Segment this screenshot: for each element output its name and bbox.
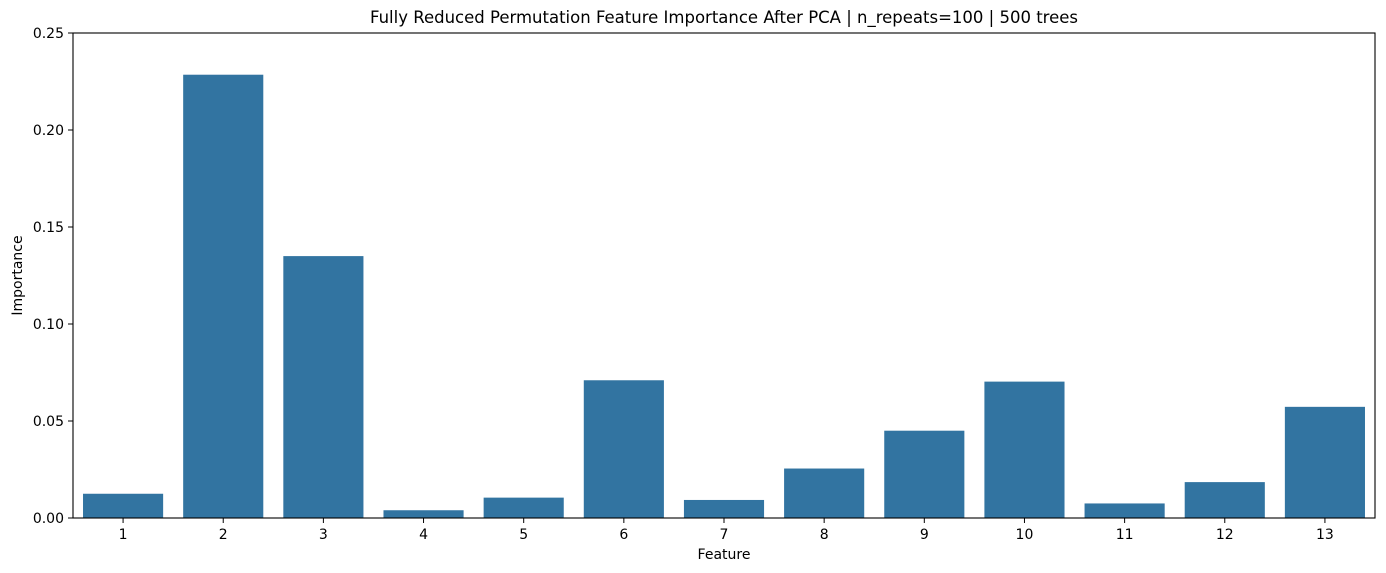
- y-tick-label: 0.10: [33, 317, 64, 333]
- y-axis-ticks: 0.00 0.05 0.10 0.15 0.20 0.25: [33, 26, 73, 527]
- plot-frame: [72, 32, 1376, 519]
- x-tick-label: 8: [820, 527, 829, 543]
- x-tick-label: 13: [1316, 527, 1334, 543]
- y-tick-label: 0.20: [33, 123, 64, 139]
- bar-5: [483, 497, 564, 518]
- bar-12: [1184, 482, 1265, 518]
- x-tick-label: 12: [1216, 527, 1234, 543]
- x-tick-label: 9: [920, 527, 929, 543]
- x-tick-label: 7: [720, 527, 729, 543]
- bar-9: [884, 430, 965, 518]
- bar-2: [183, 74, 264, 519]
- bar-6: [583, 380, 664, 518]
- y-tick-label: 0.00: [33, 511, 64, 527]
- x-axis-label: Feature: [698, 547, 751, 563]
- x-axis-ticks: 1 2 3 4 5 6 7 8 9 10 11 12 13: [119, 518, 1334, 543]
- y-axis-label: Importance: [10, 235, 26, 315]
- y-tick-label: 0.05: [33, 414, 64, 430]
- bars-group: [83, 74, 1365, 519]
- x-tick-label: 11: [1116, 527, 1134, 543]
- bar-4: [383, 510, 464, 518]
- y-tick-label: 0.15: [33, 220, 64, 236]
- x-tick-label: 6: [619, 527, 628, 543]
- bar-10: [984, 381, 1065, 518]
- chart-title: Fully Reduced Permutation Feature Import…: [370, 8, 1078, 28]
- bar-1: [83, 493, 164, 518]
- bar-7: [683, 499, 765, 518]
- x-tick-label: 2: [219, 527, 228, 543]
- x-tick-label: 10: [1016, 527, 1034, 543]
- bar-11: [1084, 503, 1165, 518]
- x-tick-label: 1: [119, 527, 128, 543]
- bar-3: [283, 256, 364, 518]
- bar-8: [784, 468, 865, 518]
- bar-13: [1284, 406, 1365, 518]
- x-tick-label: 4: [419, 527, 428, 543]
- x-tick-label: 5: [519, 527, 528, 543]
- x-tick-label: 3: [319, 527, 328, 543]
- y-tick-label: 0.25: [33, 26, 64, 42]
